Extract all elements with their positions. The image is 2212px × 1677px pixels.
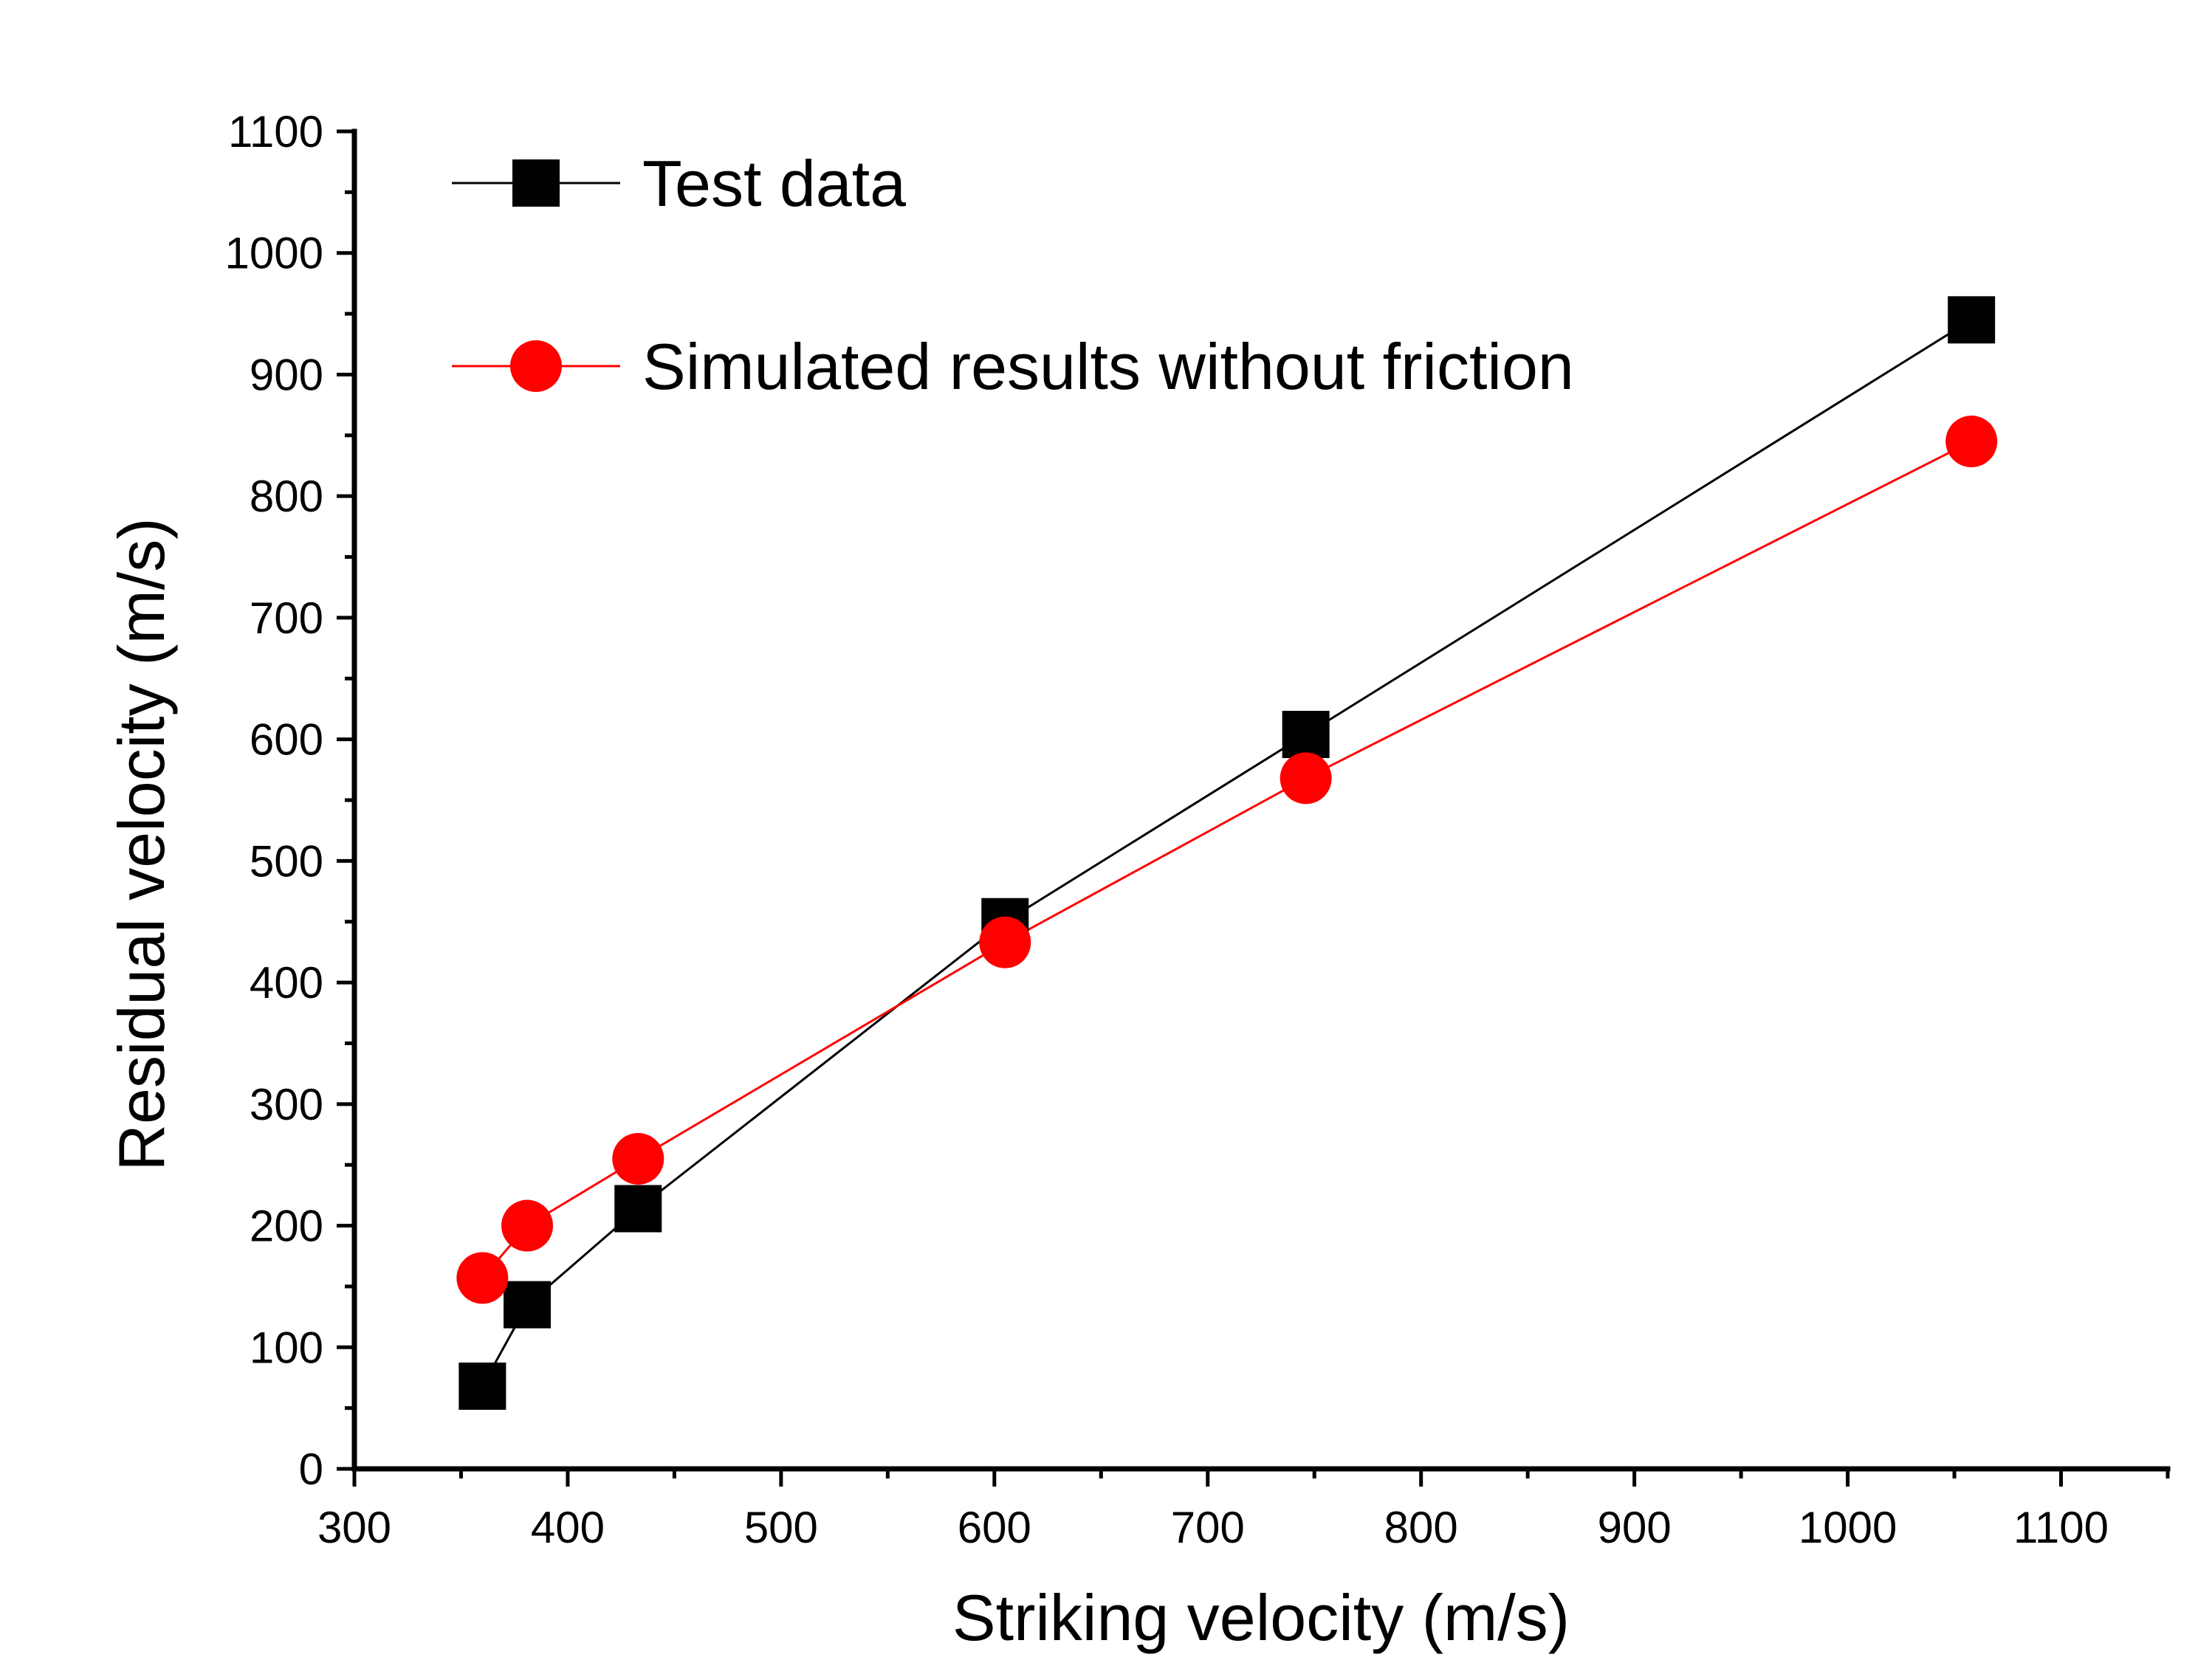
test-data-point <box>504 1281 552 1329</box>
axes: 300 400 500 600 700 800 900 1000 1100 0 100 200 300 4… <box>225 107 2171 1552</box>
y-tick-label: 600 <box>250 715 323 765</box>
y-tick-label: 700 <box>250 593 323 643</box>
y-tick-label: 400 <box>250 958 323 1008</box>
simulated-point <box>979 916 1031 968</box>
x-tick-label: 400 <box>531 1503 605 1552</box>
y-tick-label: 1000 <box>225 229 323 278</box>
x-axis-title: Striking velocity (m/s) <box>952 1581 1570 1654</box>
y-tick-label: 200 <box>250 1202 323 1251</box>
y-tick-label: 300 <box>250 1080 323 1129</box>
x-tick-label: 700 <box>1171 1503 1245 1552</box>
y-tick-label: 100 <box>250 1323 323 1372</box>
x-tick-label: 1000 <box>1799 1503 1897 1552</box>
x-tick-label: 300 <box>317 1503 391 1552</box>
y-tick-label: 1100 <box>228 107 323 156</box>
x-tick-label: 600 <box>958 1503 1031 1552</box>
y-tick-label: 900 <box>250 350 323 399</box>
test-data-series-line <box>481 319 1972 1387</box>
simulated-point <box>612 1132 664 1185</box>
y-axis-title: Residual velocity (m/s) <box>105 517 178 1171</box>
simulated-series-line <box>481 440 1972 1279</box>
test-data-point <box>458 1362 506 1410</box>
legend-simulated-marker <box>510 340 562 392</box>
legend-test-data-label: Test data <box>642 147 906 220</box>
x-tick-label: 500 <box>744 1503 818 1552</box>
legend-simulated-label: Simulated results without friction <box>642 330 1574 403</box>
simulated-point <box>1280 752 1332 805</box>
test-data-point <box>1948 296 1996 344</box>
plot-area <box>456 296 1998 1410</box>
simulated-point <box>456 1252 509 1304</box>
x-tick-label: 800 <box>1384 1503 1458 1552</box>
simulated-point <box>501 1199 554 1252</box>
x-tick-label: 900 <box>1598 1503 1672 1552</box>
x-tick-label: 1100 <box>2013 1503 2109 1552</box>
simulated-point <box>1945 416 1998 468</box>
test-data-point <box>1282 711 1330 759</box>
y-tick-label: 0 <box>299 1444 323 1494</box>
legend-test-data-marker <box>512 159 560 207</box>
y-tick-label: 500 <box>250 836 323 886</box>
legend: Test data Simulated results without frict… <box>452 147 1574 403</box>
y-tick-label: 800 <box>250 472 323 521</box>
test-data-point <box>614 1185 662 1233</box>
